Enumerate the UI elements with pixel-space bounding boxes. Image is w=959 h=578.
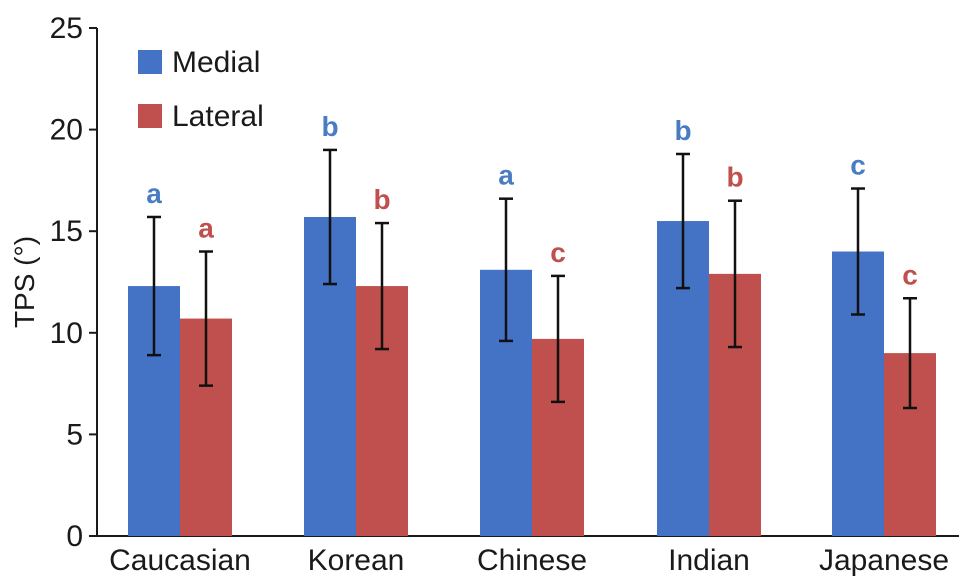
bars [128,216,936,537]
legend-swatch-medial [138,50,162,74]
significance-label: c [550,237,566,268]
significance-label: a [198,213,214,244]
error-bars [147,148,917,410]
category-label: Japanese [819,544,949,577]
y-tick-label: 25 [50,12,83,45]
legend-label-medial: Medial [172,46,260,79]
significance-label: a [498,160,514,191]
significance-label: b [321,111,338,142]
category-label: Chinese [477,544,587,577]
y-tick-label: 20 [50,114,83,147]
y-tick-label: 10 [50,317,83,350]
category-label: Caucasian [109,544,251,577]
category-label: Korean [308,544,405,577]
y-axis-title: TPS (°) [9,236,40,328]
significance-label: b [373,184,390,215]
legend-swatch-lateral [138,104,162,128]
significance-label: b [674,115,691,146]
legend-label-lateral: Lateral [172,100,264,133]
y-tick-label: 15 [50,215,83,248]
category-labels: Caucasian Korean Chinese Indian Japanese [109,544,949,577]
y-tick-label: 0 [66,520,83,553]
significance-label: b [726,162,743,193]
legend: Medial Lateral [138,46,264,133]
significance-labels: a a b b a c b b c c [146,111,918,290]
significance-label: c [902,259,918,290]
category-label: Indian [668,544,750,577]
significance-label: c [850,150,866,181]
significance-label: a [146,178,162,209]
y-ticks: 0 5 10 15 20 25 [50,12,97,553]
y-tick-label: 5 [66,418,83,451]
